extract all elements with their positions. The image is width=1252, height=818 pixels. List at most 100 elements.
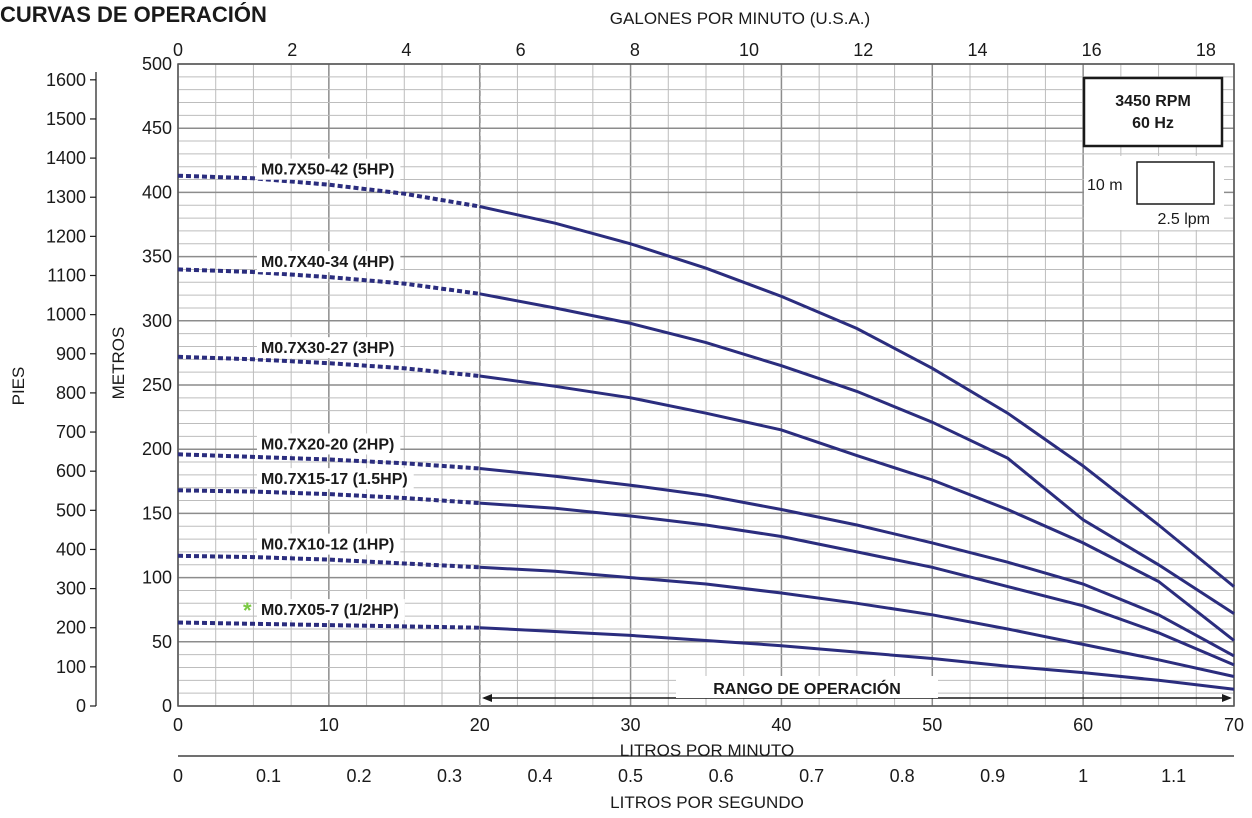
lps-axis-label: LITROS POR SEGUNDO: [610, 793, 804, 812]
x-tick-label: 40: [771, 715, 791, 735]
arrow-left-icon: [482, 694, 492, 702]
curve-labels: M0.7X50-42 (5HP) M0.7X40-34 (4HP) M0.7X30-…: [243, 158, 414, 623]
feet-tick-label: 800: [56, 383, 86, 403]
feet-tick-label: 700: [56, 422, 86, 442]
y-axis-label: METROS: [109, 327, 128, 400]
lps-tick-label: 0.6: [709, 766, 734, 786]
series-line: [479, 205, 1235, 588]
series-line-dashed: [177, 354, 480, 378]
series-line-dashed: [177, 620, 480, 630]
operating-range: RANGO DE OPERACIÓN: [482, 676, 1232, 702]
x-tick-label: 0: [173, 715, 183, 735]
feet-tick-label: 1400: [46, 148, 86, 168]
y-tick-label: 250: [142, 375, 172, 395]
arrow-right-icon: [1222, 694, 1232, 702]
lps-tick-label: 0.1: [256, 766, 281, 786]
chart-title: CURVAS DE OPERACIÓN: [0, 2, 267, 27]
y-tick-label: 400: [142, 182, 172, 202]
lps-tick-label: 0.4: [528, 766, 553, 786]
scale-legend: 10 m 2.5 lpm: [1084, 156, 1224, 230]
gpm-tick-label: 12: [853, 40, 873, 60]
x-tick-label: 50: [922, 715, 942, 735]
gpm-tick-label: 6: [516, 40, 526, 60]
series-label-bg: [256, 251, 401, 273]
series-label-bg: [256, 158, 401, 180]
series-line: [479, 292, 1235, 615]
lps-tick-label: 0.7: [799, 766, 824, 786]
feet-tick-label: 900: [56, 344, 86, 364]
y-tick-label: 100: [142, 568, 172, 588]
series-line: [479, 467, 1235, 658]
series-line-dashed: [177, 452, 480, 471]
gpm-axis-label: GALONES POR MINUTO (U.S.A.): [610, 9, 870, 28]
scale-flow-text: 2.5 lpm: [1158, 211, 1210, 228]
feet-tick-label: 100: [56, 657, 86, 677]
feet-tick-label: 1100: [47, 266, 86, 286]
feet-tick-label: 1000: [46, 305, 86, 325]
plot-area: [177, 63, 1235, 707]
y-tick-label: 300: [142, 311, 172, 331]
series-label: M0.7X30-27 (3HP): [261, 340, 394, 357]
series-line-dashed: [177, 173, 481, 209]
y-tick-label: 50: [152, 632, 172, 652]
rpm-badge-box: [1082, 76, 1224, 148]
feet-tick-label: 500: [56, 500, 86, 520]
series-label: M0.7X10-12 (1HP): [261, 537, 394, 554]
series-label: M0.7X20-20 (2HP): [261, 436, 394, 453]
x-tick-label: 30: [621, 715, 641, 735]
operating-range-label: RANGO DE OPERACIÓN: [713, 679, 901, 698]
series-line-dashed: [177, 267, 480, 296]
lps-tick-label: 1: [1078, 766, 1088, 786]
y-tick-label: 150: [142, 503, 172, 523]
lps-tick-label: 0.9: [980, 766, 1005, 786]
lps-tick-label: 0.3: [437, 766, 462, 786]
lps-tick-label: 0.2: [347, 766, 372, 786]
gpm-tick-label: 8: [630, 40, 640, 60]
feet-tick-label: 200: [56, 618, 86, 638]
series-label-bg: [256, 533, 401, 555]
feet-tick-label: 300: [56, 579, 86, 599]
feet-tick-label: 1200: [46, 226, 86, 246]
series-label: M0.7X05-7 (1/2HP): [261, 602, 399, 619]
series-line: [479, 374, 1235, 642]
series-line: [479, 565, 1235, 678]
y-tick-label: 500: [142, 54, 172, 74]
gpm-tick-label: 4: [401, 40, 411, 60]
scale-legend-bg: [1084, 156, 1224, 230]
x-axis-label: LITROS POR MINUTO: [620, 741, 794, 760]
asterisk-icon: *: [243, 598, 252, 623]
x-tick-label: 20: [470, 715, 490, 735]
series-label-bg: [256, 337, 401, 359]
series-label-bg: [256, 599, 405, 621]
rpm-badge: 3450 RPM 60 Hz: [1082, 76, 1224, 148]
feet-tick-label: 1300: [46, 187, 86, 207]
y-tick-label: 0: [162, 696, 172, 716]
series-line-dashed: [177, 553, 480, 570]
gpm-tick-label: 14: [967, 40, 987, 60]
feet-axis-label: PIES: [9, 367, 28, 406]
scale-head-text: 10 m: [1087, 177, 1123, 194]
feet-tick-label: 0: [76, 696, 86, 716]
operating-range-label-bg: [676, 676, 938, 698]
lps-tick-label: 0.8: [890, 766, 915, 786]
feet-tick-label: 1500: [46, 109, 86, 129]
gpm-tick-label: 10: [739, 40, 759, 60]
gpm-tick-label: 16: [1082, 40, 1102, 60]
series-label: M0.7X40-34 (4HP): [261, 254, 394, 271]
lps-tick-label: 1.1: [1161, 766, 1186, 786]
series-line-dashed: [177, 488, 480, 506]
gpm-tick-label: 2: [287, 40, 297, 60]
gpm-tick-label: 0: [173, 40, 183, 60]
lps-tick-label: 0: [173, 766, 183, 786]
series-label-bg: [256, 433, 401, 455]
series-line: [479, 501, 1235, 667]
y-tick-label: 450: [142, 118, 172, 138]
series-line: [479, 626, 1235, 691]
lps-tick-label: 0.5: [618, 766, 643, 786]
rpm-text: 3450 RPM: [1115, 93, 1191, 110]
series-label-bg: [256, 468, 414, 490]
hz-text: 60 Hz: [1132, 115, 1174, 132]
y-tick-label: 200: [142, 439, 172, 459]
